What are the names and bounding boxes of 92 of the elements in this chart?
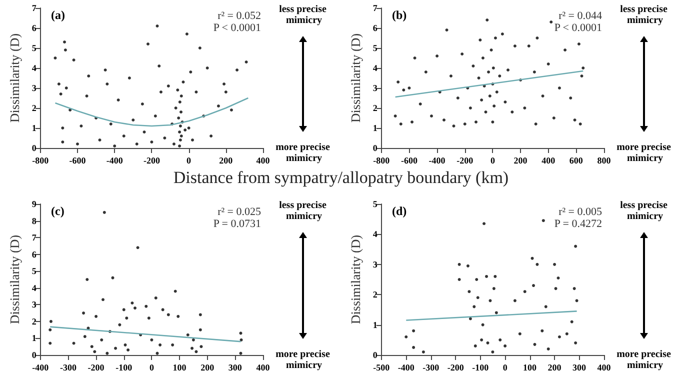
x-tick-label: 400 [597,362,612,372]
x-tick-label: 300 [572,362,587,372]
annotation: P = 0.0731 [213,218,261,230]
y-tick-label: 9 [32,199,37,209]
y-axis-title: Dissimilarity (D) [7,234,22,324]
annotation: r² = 0.005 [558,206,602,218]
y-tick-label: 1 [372,123,378,133]
y-tick-label: 5 [32,266,37,276]
x-tick-label: 100 [172,362,187,372]
x-tick-label: -400 [32,362,50,372]
text: more precise mimicry [276,349,332,371]
text: more precise mimicry [616,142,674,164]
y-tick-label: 0 [372,350,378,360]
y-tick-label: 4 [372,63,378,73]
y-tick-label: 2 [32,316,37,326]
x-tick-label: 800 [597,156,612,166]
x-tick-label: -400 [106,156,124,166]
y-tick-label: 4 [372,229,378,240]
x-tick-label: 0 [149,362,154,372]
y-tick-label: 3 [372,259,378,270]
x-tick-label: -400 [398,362,415,372]
y-axis-title: Dissimilarity (D) [348,33,363,123]
annotation: P = 0.4272 [554,218,602,230]
y-tick-label: 5 [372,199,378,209]
x-tick-label: -200 [143,156,160,166]
y-tick-label: 1 [32,333,37,344]
x-tick-label: 200 [548,362,562,372]
x-tick-label: 0 [186,156,192,166]
x-tick-label: -600 [400,156,418,166]
x-tick-label: -200 [88,362,105,372]
y-tick-label: 0 [32,143,37,153]
y-tick-label: 0 [372,143,378,153]
annotation: P < 0.0001 [554,22,602,34]
x-tick-label: 200 [514,156,528,166]
y-tick-label: 4 [32,63,37,73]
chart-title: (b) [392,8,407,22]
chart-title: (a) [51,8,65,22]
y-tick-label: 6 [32,23,37,33]
annotation: r² = 0.044 [558,10,602,22]
text: more precise mimicry [616,349,674,371]
x-axis-title: Distance from sympatry/allopatry boundary (km) [172,168,510,188]
x-tick-label: -300 [60,362,77,372]
y-tick-label: 3 [32,300,37,310]
x-tick-label: -200 [447,362,464,372]
y-tick-label: 6 [32,249,37,260]
x-tick-label: 300 [228,362,242,372]
y-tick-label: 7 [32,232,37,243]
chart-title: (c) [51,204,64,218]
y-tick-label: 5 [32,43,37,53]
text: less precise mimicry [620,200,670,222]
y-tick-label: 2 [372,290,378,300]
x-tick-label: 0 [502,362,508,372]
x-tick-label: -500 [373,362,390,372]
y-axis-title: Dissimilarity (D) [348,234,363,324]
x-tick-label: 0 [490,156,496,166]
x-tick-label: 200 [219,156,234,166]
annotation: r² = 0.052 [218,10,261,22]
x-tick-label: -100 [116,362,133,372]
x-tick-label: -800 [32,156,50,166]
x-tick-label: 400 [256,362,270,372]
y-tick-label: 3 [32,83,37,93]
x-tick-label: -600 [69,156,86,166]
annotation: r² = 0.025 [218,206,262,218]
text: less precise mimicry [279,4,329,26]
y-tick-label: 0 [32,350,37,360]
annotation: P < 0.0001 [213,22,261,34]
y-tick-label: 7 [372,3,378,13]
text: less precise mimicry [620,4,670,26]
x-tick-label: 200 [200,362,215,372]
y-tick-label: 8 [32,216,37,226]
x-tick-label: -100 [472,362,490,372]
y-tick-label: 2 [32,103,37,113]
y-tick-label: 5 [372,43,378,53]
text: less precise mimicry [279,200,329,222]
y-tick-label: 3 [372,83,378,93]
chart-title: (d) [392,204,407,218]
text: more precise mimicry [276,142,332,164]
x-tick-label: -200 [456,156,474,166]
y-tick-label: 1 [32,123,37,133]
x-tick-label: -400 [428,156,446,166]
x-tick-label: -800 [373,156,390,166]
y-tick-label: 2 [372,103,378,113]
y-tick-label: 6 [372,23,378,33]
y-axis-title: Dissimilarity (D) [7,33,22,123]
x-tick-label: 400 [542,156,556,166]
x-tick-label: -300 [422,362,440,372]
y-tick-label: 4 [32,282,37,293]
y-tick-label: 7 [32,3,37,13]
x-tick-label: 400 [256,156,270,166]
x-tick-label: 600 [569,156,584,166]
x-tick-label: 100 [523,362,538,372]
y-tick-label: 1 [372,320,378,330]
